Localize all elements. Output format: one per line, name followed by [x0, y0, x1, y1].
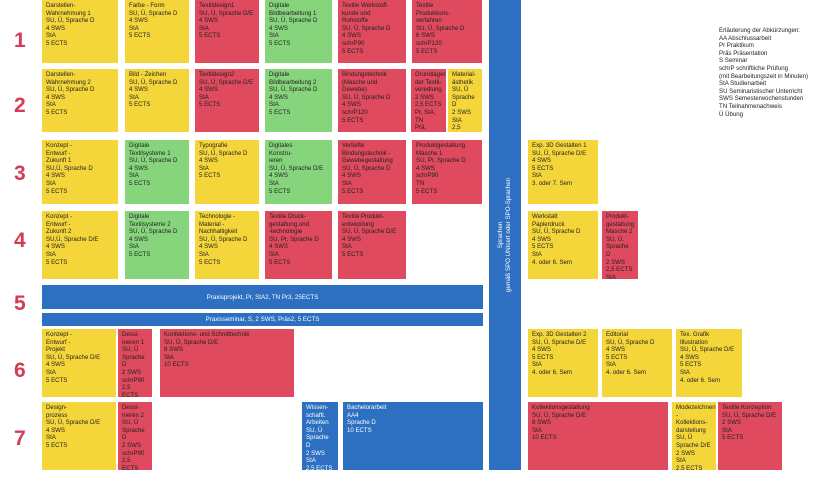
module-box-m10: Digitale Bildbearbeitung 2 SU, Ü, Sprach… [265, 69, 332, 132]
legend-item: Pr Praktikum [719, 42, 754, 50]
module-box-m21: Konzept - Entwurf - Zukunft 2 SU,Ü, Spra… [42, 211, 118, 279]
module-box-m14: Konzept - Entwurf - Zukunft 1 SU,Ü, Spra… [42, 140, 118, 204]
legend-item: Präs Präsentation [719, 49, 768, 57]
module-box-m35: Dessi- nieren 2 SU, Ü Sprache D 2 SWS sc… [118, 402, 152, 470]
module-box-m19: Produktgestaltung Masche 1 SU, Pr, Sprac… [412, 140, 482, 204]
legend-item: schrP schriftliche Prüfung [719, 64, 788, 72]
module-box-m31: Exp. 3D Gestalten 2 SU, Ü, Sprache D/E 4… [528, 329, 598, 397]
abbreviation-legend: Erläuterung der Abkürzungen: AA Abschlus… [719, 27, 837, 118]
semester-7-label: 7 [14, 427, 26, 450]
module-box-m20: Exp. 3D Gestalten 1 SU, Ü, Sprache D/E 4… [528, 140, 598, 204]
module-box-m36: Wissen- schaftl. Arbeiten SU, Ü Sprache … [302, 402, 338, 470]
praxisseminar-label: Praxisseminar, S, 2 SWS, Präs2, 5 ECTS [205, 316, 320, 323]
module-box-m38: Kollektionsgestaltung SU, Ü, Sprache D/E… [528, 402, 668, 470]
legend-item: SWS Semesterwochenstunden [719, 95, 804, 103]
legend-item: S Seminar [719, 57, 748, 65]
praxisseminar-bar: Praxisseminar, S, 2 SWS, Präs2, 5 ECTS [42, 313, 483, 326]
semester-2-label: 2 [14, 94, 26, 117]
module-box-m12: Grundlagen der Textil- veredlung 2 SWS 2… [411, 69, 446, 132]
legend-items: AA Abschlussarbeit Pr Praktikum Präs Präse… [719, 35, 837, 119]
module-box-m11: Bindungstechnik (Masche und Gewebe) SU, … [338, 69, 406, 132]
module-box-m16: Typografie SU, Ü, Sprache D 4 SWS StA 5 … [195, 140, 259, 204]
module-box-m02: Farbe - Form SU, Ü, Sprache D 4 SWS StA … [125, 0, 189, 63]
module-box-m39: Modezeichnen - Kollektions- darstellung … [672, 402, 716, 470]
module-box-m18: Vertiefte Bindungstechnik - Gewebegestal… [338, 140, 406, 204]
semester-3-label: 3 [14, 162, 26, 185]
module-box-m22: Digitale Textilsysteme 2 SU, Ü, Sprache … [125, 211, 189, 279]
module-box-m04: Digitale Bildbearbeitung 1 SU, Ü, Sprach… [265, 0, 332, 63]
module-box-m03: Textildesign1 SU, Ü, Sprache D/E 4 SWS S… [195, 0, 259, 63]
module-box-m33: Tex. Grafik Illustration SU, Ü, Sprache … [676, 329, 742, 397]
module-box-m34: Design- prozess SU, Ü, Sprache D/E 4 SWS… [42, 402, 116, 470]
sprachen-label: Sprachen gemäß SPO UNIcert oder SPO-Spra… [497, 177, 512, 293]
module-box-m09: Textildesign2 SU, Ü, Sprache D/E 4 SWS S… [195, 69, 259, 132]
module-box-m01: Darstellen- Wahrnehmung 1 SU, Ü, Sprache… [42, 0, 118, 63]
module-box-m32: Editorial SU, Ü, Sprache D 4 SWS 5 ECTS … [602, 329, 672, 397]
legend-item: TN Teilnahmenachweis [719, 102, 782, 110]
module-box-m23: Technologie - Material - Nachhaltigkeit … [195, 211, 259, 279]
module-box-m08: Bild - Zeichen SU, Ü, Sprache D 4 SWS St… [125, 69, 189, 132]
module-box-m15: Digitale Textilsysteme 1 SU, Ü, Sprache … [125, 140, 189, 204]
praxisprojekt-bar: Praxisprojekt, Pr, StA2, TN Pr3, 25ECTS [42, 285, 483, 309]
sprachen-bar: Sprachen gemäß SPO UNIcert oder SPO-Spra… [489, 0, 521, 470]
module-box-m27: Produkt- gestaltung Masche 2 SU, Ü, Spra… [602, 211, 638, 279]
module-box-m17: Digitales Konstru- ieren SU, Ü, Sprache … [265, 140, 332, 204]
module-box-m28: Konzept - Entwurf - Projekt SU, Ü, Sprac… [42, 329, 116, 397]
module-box-m29: Dessi- nieren 1 SU, Ü Sprache D 2 SWS sc… [118, 329, 152, 397]
module-box-m25: Textile Produkt- entwicklung SU, Ü, Spra… [338, 211, 406, 279]
legend-item: AA Abschlussarbeit [719, 34, 772, 42]
semester-6-label: 6 [14, 359, 26, 382]
module-box-m13: Material- ästhetik SU, Ü Sprache D 2 SWS… [448, 69, 482, 132]
module-box-m05: Textile Werkstoff- kunde und Rohstoffe S… [338, 0, 406, 63]
semester-1-label: 1 [14, 29, 26, 52]
module-box-m07: Darstellen- Wahrnehmung 2 SU, Ü, Sprache… [42, 69, 118, 132]
module-box-m06: Textile Produktions- verfahren SU, Ü, Sp… [412, 0, 482, 63]
semester-4-label: 4 [14, 229, 26, 252]
legend-title: Erläuterung der Abkürzungen: [719, 27, 800, 34]
module-box-m40: Textile Konzeption SU, Ü, Sprache D/E 2 … [718, 402, 782, 470]
praxisprojekt-label: Praxisprojekt, Pr, StA2, TN Pr3, 25ECTS [206, 293, 319, 301]
module-box-m30: Konfektions- und Schnitttechnik SU, Ü, S… [160, 329, 294, 397]
semester-5-label: 5 [14, 292, 26, 315]
legend-item: StA Studienarbeit [719, 80, 767, 88]
module-box-m26: Werkstatt Papierdruck SU, Ü, Sprache D 4… [528, 211, 598, 279]
legend-item: SU Seminaristischer Unterricht [719, 87, 803, 95]
module-box-m37: Bachelorarbeit AA4 Sprache D 10 ECTS [343, 402, 483, 470]
legend-item: (mit Bearbeitungszeit in Minuten) [719, 72, 809, 80]
legend-item: Ü Übung [719, 110, 744, 118]
module-box-m24: Textile Druck- gestaltung und -technolog… [265, 211, 332, 279]
